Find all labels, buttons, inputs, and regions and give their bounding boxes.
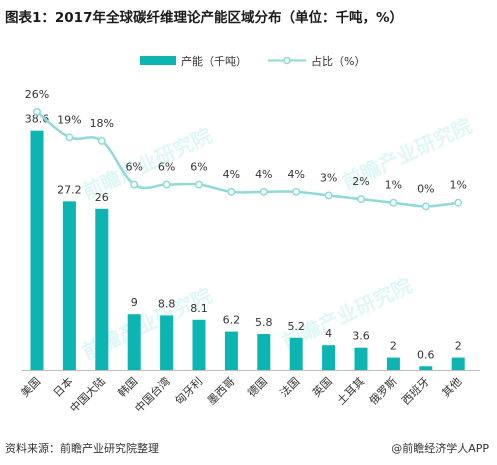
share-value-label: 2% xyxy=(352,175,369,188)
bar xyxy=(386,357,400,370)
bar-value-label: 4 xyxy=(325,327,332,340)
x-tick-label: 俄罗斯 xyxy=(367,375,400,408)
x-tick-label: 美国 xyxy=(18,375,43,400)
bar-value-label: 9 xyxy=(131,296,138,309)
credit-note: @前瞻经济学人APP xyxy=(391,442,489,455)
bar xyxy=(160,315,174,370)
x-tick-label: 土耳其 xyxy=(335,375,368,408)
x-tick-label: 其他 xyxy=(440,375,465,400)
source-note: 资料来源：前瞻产业研究院整理 xyxy=(5,442,159,455)
share-point xyxy=(454,198,463,207)
x-tick-label: 韩国 xyxy=(115,374,140,399)
bar xyxy=(224,331,238,370)
x-tick-label: 德国 xyxy=(244,374,269,399)
bar-value-label: 3.6 xyxy=(352,330,370,343)
share-point xyxy=(421,202,430,211)
legend-line-marker xyxy=(283,56,291,65)
share-value-label: 4% xyxy=(255,168,272,181)
share-point xyxy=(227,187,236,196)
share-value-label: 6% xyxy=(158,161,175,174)
bar xyxy=(419,366,433,370)
share-point xyxy=(259,187,268,196)
bar xyxy=(30,130,44,370)
share-point xyxy=(389,198,398,207)
bar-value-label: 8.8 xyxy=(158,297,176,310)
share-value-label: 1% xyxy=(449,179,466,192)
bars-group xyxy=(30,130,465,370)
x-tick-label: 英国 xyxy=(309,374,334,399)
bar xyxy=(354,347,368,370)
share-value-label: 3% xyxy=(320,171,337,184)
legend-bar-label: 产能（千吨） xyxy=(181,54,247,68)
bar-value-label: 8.1 xyxy=(190,302,208,315)
legend-bar-swatch xyxy=(140,56,176,65)
bar xyxy=(451,357,465,370)
x-tick-label: 墨西哥 xyxy=(205,375,238,408)
share-value-label: 6% xyxy=(190,161,207,174)
legend: 产能（千吨） 占比（%） xyxy=(140,54,365,68)
x-tick-label: 中国大陆 xyxy=(67,374,108,415)
x-tick-label: 匈牙利 xyxy=(172,374,205,407)
legend-line-label: 占比（%） xyxy=(311,54,365,68)
share-point xyxy=(33,107,41,116)
x-tick-label: 西班牙 xyxy=(399,375,432,408)
share-point xyxy=(130,180,139,189)
bar-value-label: 5.8 xyxy=(255,316,273,329)
bar xyxy=(62,201,76,370)
share-value-label: 6% xyxy=(125,161,142,174)
bar-value-label: 26 xyxy=(95,191,109,204)
share-point xyxy=(324,191,333,200)
share-value-label: 26% xyxy=(25,88,49,101)
chart-title: 图表1：2017年全球碳纤维理论产能区域分布（单位：千吨，%） xyxy=(5,10,403,26)
line-group xyxy=(33,107,463,211)
bar xyxy=(257,334,271,370)
share-value-label: 1% xyxy=(385,179,402,192)
share-value-label: 19% xyxy=(57,113,81,126)
x-tick-label: 中国台湾 xyxy=(132,374,173,415)
bar xyxy=(192,319,206,370)
bar-value-label: 5.2 xyxy=(287,320,305,333)
bar-value-label: 27.2 xyxy=(57,183,82,196)
share-point xyxy=(195,180,203,189)
share-value-label: 4% xyxy=(223,168,240,181)
x-tick-label: 日本 xyxy=(50,374,75,399)
share-point xyxy=(162,180,171,189)
share-point xyxy=(357,195,365,204)
share-point xyxy=(97,136,106,145)
share-point xyxy=(65,133,74,142)
share-value-label: 18% xyxy=(90,117,114,130)
line-labels-group: 26% 19% 18% 6% 6% 6% 4% 4% 4% 3% 2% 1% 0% 1% xyxy=(25,88,467,196)
bar-value-label: 6.2 xyxy=(223,314,241,327)
bar xyxy=(289,337,303,370)
bar xyxy=(95,208,109,370)
bar-value-label: 2 xyxy=(390,340,397,353)
share-point xyxy=(292,187,301,196)
bar-value-label: 0.6 xyxy=(417,348,435,361)
bar xyxy=(322,345,336,370)
bar-value-label: 2 xyxy=(455,340,462,353)
x-tick-label: 法国 xyxy=(277,374,302,399)
share-value-label: 4% xyxy=(287,168,304,181)
share-value-label: 0% xyxy=(417,182,434,195)
bar xyxy=(127,314,141,370)
